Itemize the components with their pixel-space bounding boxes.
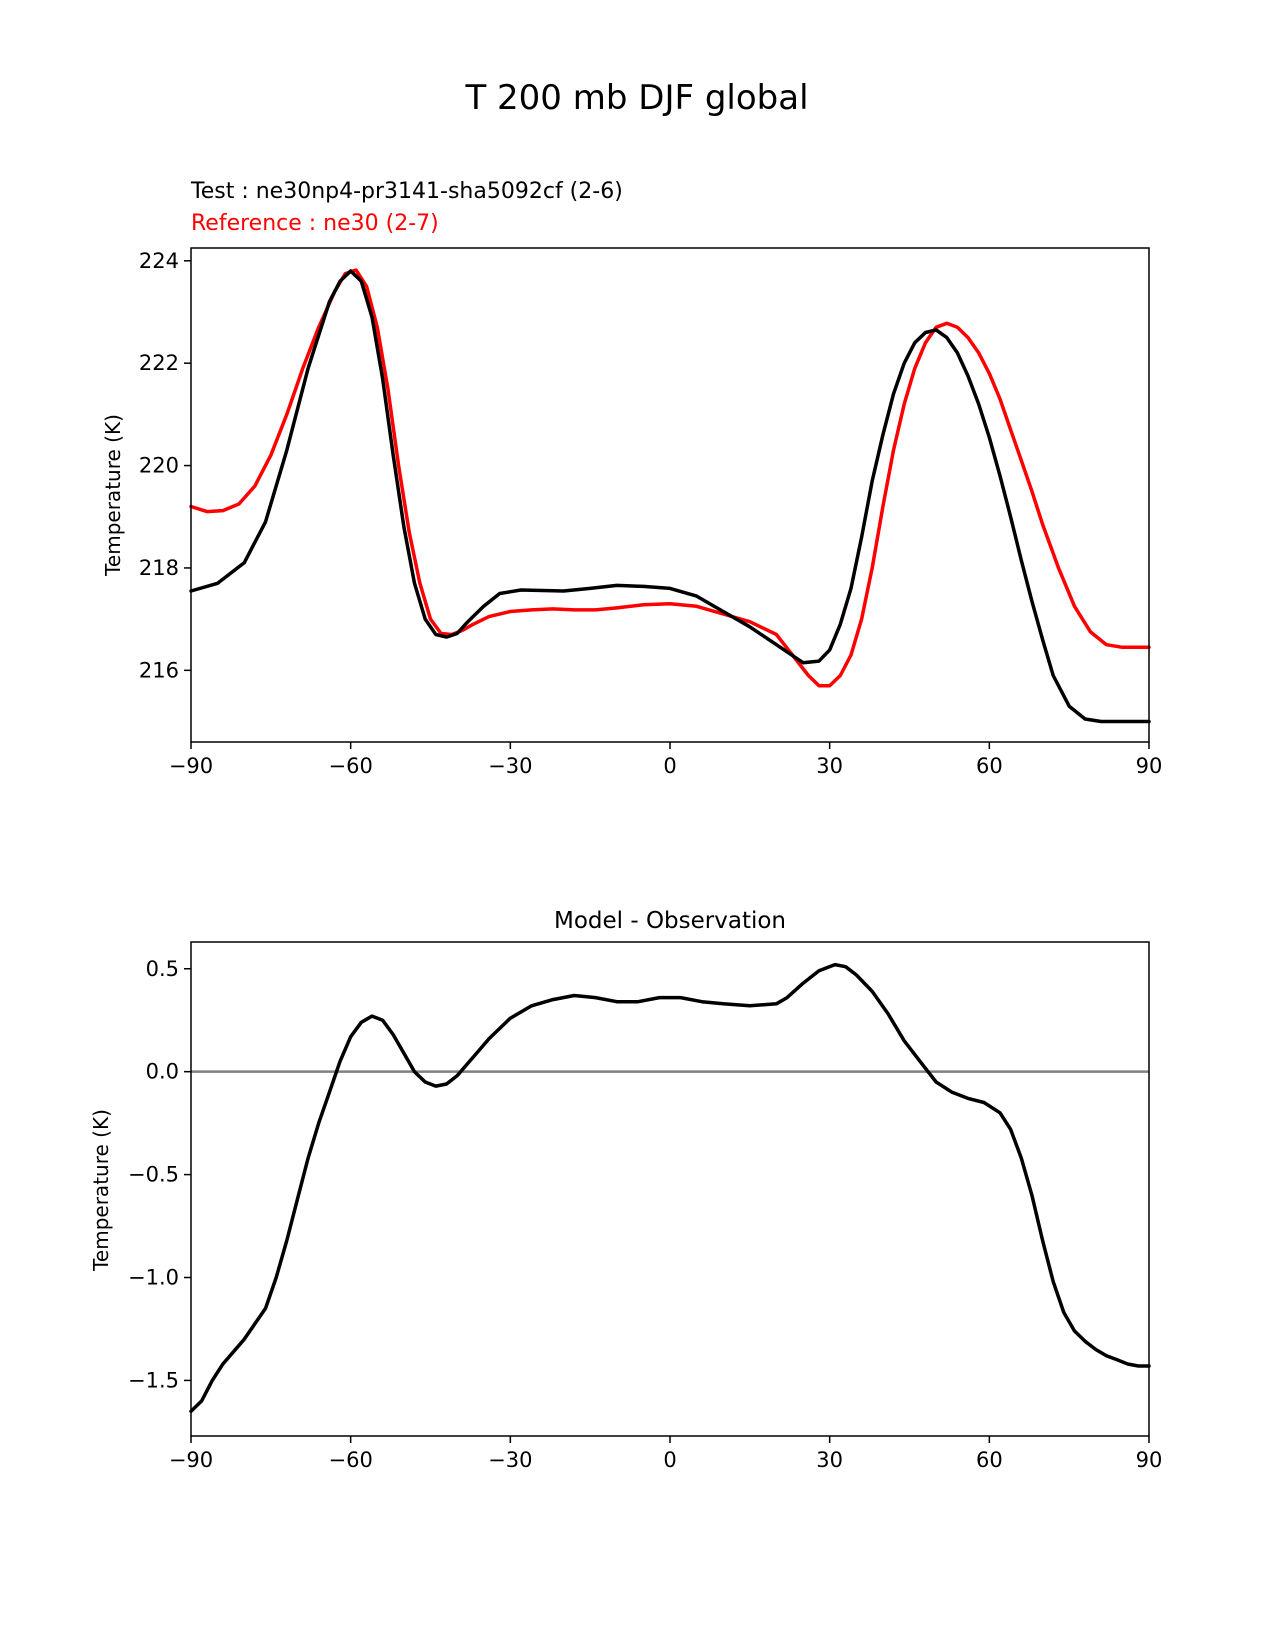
bot-series-model-observation — [189, 962, 1151, 1414]
bot-x-tick-label: 0 — [663, 1448, 676, 1472]
bot-x-tick-label: −90 — [169, 1448, 213, 1472]
top-y-tick-label: 222 — [139, 351, 179, 375]
bottom-chart: Model - Observation −90 −60 −30 0 30 60 90 0.5… — [89, 908, 1162, 1472]
top-x-tick-label: 60 — [976, 754, 1003, 778]
bot-y-tick-label: −1.5 — [128, 1368, 179, 1392]
bot-y-tick-label: −0.5 — [128, 1163, 179, 1187]
top-x-tick-label: 0 — [663, 754, 676, 778]
bot-x-tick-label: −30 — [488, 1448, 532, 1472]
bot-y-tick-label: 0.0 — [146, 1060, 179, 1084]
bot-x-tick-label: 90 — [1136, 1448, 1163, 1472]
top-y-tick-label: 220 — [139, 454, 179, 478]
bot-y-tick-label: −1.0 — [128, 1266, 179, 1290]
top-y-tick-label: 218 — [139, 556, 179, 580]
top-y-tick-label: 224 — [139, 249, 179, 273]
top-x-tick-label: 90 — [1136, 754, 1163, 778]
bottom-chart-title: Model - Observation — [554, 908, 786, 934]
top-x-tick-label: 30 — [816, 754, 843, 778]
test-label: Test : ne30np4-pr3141-sha5092cf (2-6) — [190, 179, 623, 204]
top-x-tick-label: −60 — [329, 754, 373, 778]
reference-label: Reference : ne30 (2-7) — [191, 211, 439, 236]
top-y-axis-label: Temperature (K) — [101, 414, 125, 577]
top-x-tick-label: −30 — [488, 754, 532, 778]
bottom-y-axis-label: Temperature (K) — [89, 1109, 113, 1272]
bot-x-tick-label: 30 — [816, 1448, 843, 1472]
bot-x-tick-label: −60 — [329, 1448, 373, 1472]
figure-title: T 200 mb DJF global — [464, 78, 808, 118]
bottom-plot-frame — [190, 941, 1150, 1437]
bot-x-tick-label: 60 — [976, 1448, 1003, 1472]
top-y-tick-label: 216 — [139, 658, 179, 682]
top-chart: Test : ne30np4-pr3141-sha5092cf (2-6) Re… — [101, 179, 1162, 778]
top-series-reference — [189, 268, 1151, 688]
top-series-test — [189, 269, 1151, 724]
top-x-tick-label: −90 — [169, 754, 213, 778]
bot-y-tick-label: 0.5 — [146, 957, 179, 981]
